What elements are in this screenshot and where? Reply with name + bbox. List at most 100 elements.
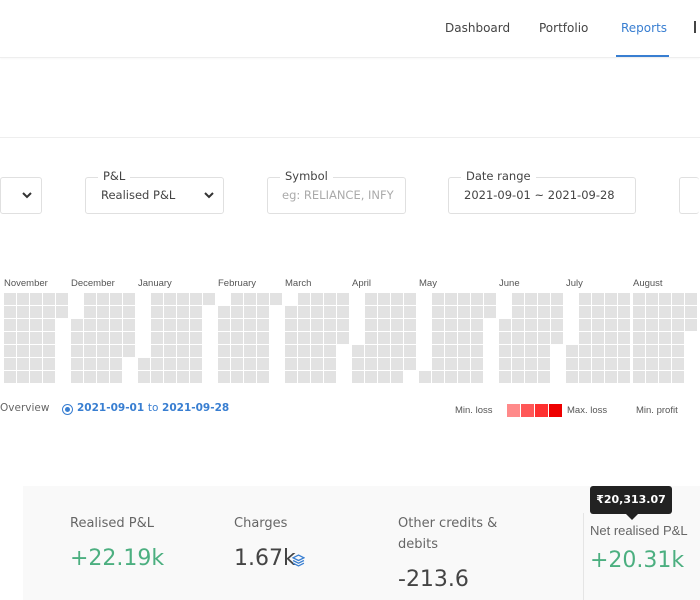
heatmap-day-cell[interactable] [177, 345, 189, 357]
heatmap-day-cell[interactable] [605, 293, 617, 305]
heatmap-day-cell[interactable] [633, 332, 645, 344]
heatmap-day-cell[interactable] [445, 358, 457, 370]
heatmap-day-cell[interactable] [285, 306, 297, 318]
heatmap-day-cell[interactable] [4, 345, 16, 357]
heatmap-day-cell[interactable] [499, 332, 511, 344]
heatmap-day-cell[interactable] [311, 371, 323, 383]
heatmap-day-cell[interactable] [378, 332, 390, 344]
heatmap-day-cell[interactable] [97, 293, 109, 305]
heatmap-day-cell[interactable] [285, 319, 297, 331]
heatmap-day-cell[interactable] [110, 293, 122, 305]
heatmap-day-cell[interactable] [84, 306, 96, 318]
heatmap-day-cell[interactable] [298, 332, 310, 344]
heatmap-day-cell[interactable] [244, 371, 256, 383]
heatmap-day-cell[interactable] [177, 358, 189, 370]
heatmap-day-cell[interactable] [672, 345, 684, 357]
heatmap-day-cell[interactable] [499, 319, 511, 331]
heatmap-day-cell[interactable] [71, 358, 83, 370]
heatmap-day-cell[interactable] [352, 358, 364, 370]
heatmap-day-cell[interactable] [71, 371, 83, 383]
heatmap-day-cell[interactable] [605, 332, 617, 344]
heatmap-day-cell[interactable] [499, 358, 511, 370]
heatmap-day-cell[interactable] [190, 358, 202, 370]
heatmap-day-cell[interactable] [525, 358, 537, 370]
heatmap-day-cell[interactable] [311, 332, 323, 344]
heatmap-day-cell[interactable] [404, 358, 416, 370]
heatmap-day-cell[interactable] [445, 293, 457, 305]
heatmap-day-cell[interactable] [551, 306, 563, 318]
heatmap-day-cell[interactable] [579, 306, 591, 318]
heatmap-day-cell[interactable] [190, 319, 202, 331]
heatmap-day-cell[interactable] [605, 358, 617, 370]
heatmap-day-cell[interactable] [471, 371, 483, 383]
heatmap-day-cell[interactable] [618, 371, 630, 383]
heatmap-day-cell[interactable] [151, 319, 163, 331]
heatmap-day-cell[interactable] [499, 345, 511, 357]
heatmap-day-cell[interactable] [17, 345, 29, 357]
heatmap-day-cell[interactable] [231, 293, 243, 305]
heatmap-day-cell[interactable] [458, 306, 470, 318]
heatmap-day-cell[interactable] [30, 345, 42, 357]
heatmap-day-cell[interactable] [419, 371, 431, 383]
heatmap-day-cell[interactable] [30, 306, 42, 318]
heatmap-day-cell[interactable] [512, 371, 524, 383]
heatmap-day-cell[interactable] [324, 306, 336, 318]
heatmap-day-cell[interactable] [365, 306, 377, 318]
heatmap-day-cell[interactable] [231, 358, 243, 370]
heatmap-day-cell[interactable] [512, 332, 524, 344]
nav-reports[interactable]: Reports [621, 21, 668, 35]
heatmap-day-cell[interactable] [618, 319, 630, 331]
heatmap-day-cell[interactable] [458, 332, 470, 344]
heatmap-day-cell[interactable] [298, 319, 310, 331]
heatmap-day-cell[interactable] [365, 345, 377, 357]
heatmap-day-cell[interactable] [84, 345, 96, 357]
heatmap-day-cell[interactable] [592, 306, 604, 318]
heatmap-day-cell[interactable] [445, 306, 457, 318]
heatmap-day-cell[interactable] [244, 332, 256, 344]
heatmap-day-cell[interactable] [618, 306, 630, 318]
heatmap-day-cell[interactable] [432, 332, 444, 344]
heatmap-day-cell[interactable] [672, 306, 684, 318]
heatmap-day-cell[interactable] [646, 332, 658, 344]
heatmap-day-cell[interactable] [190, 371, 202, 383]
heatmap-day-cell[interactable] [298, 306, 310, 318]
heatmap-day-cell[interactable] [551, 319, 563, 331]
heatmap-day-cell[interactable] [592, 371, 604, 383]
heatmap-day-cell[interactable] [110, 345, 122, 357]
heatmap-day-cell[interactable] [471, 345, 483, 357]
nav-clipped-item[interactable] [694, 21, 698, 33]
heatmap-day-cell[interactable] [646, 293, 658, 305]
heatmap-day-cell[interactable] [646, 306, 658, 318]
heatmap-day-cell[interactable] [84, 371, 96, 383]
heatmap-day-cell[interactable] [592, 293, 604, 305]
heatmap-day-cell[interactable] [566, 371, 578, 383]
heatmap-day-cell[interactable] [257, 358, 269, 370]
heatmap-day-cell[interactable] [56, 306, 68, 318]
heatmap-day-cell[interactable] [592, 319, 604, 331]
heatmap-day-cell[interactable] [298, 371, 310, 383]
heatmap-day-cell[interactable] [471, 319, 483, 331]
heatmap-day-cell[interactable] [685, 293, 697, 305]
heatmap-day-cell[interactable] [458, 345, 470, 357]
heatmap-day-cell[interactable] [110, 358, 122, 370]
clipped-filter[interactable] [679, 177, 699, 214]
heatmap-day-cell[interactable] [97, 371, 109, 383]
heatmap-day-cell[interactable] [538, 371, 550, 383]
heatmap-day-cell[interactable] [298, 345, 310, 357]
heatmap-day-cell[interactable] [579, 358, 591, 370]
heatmap-day-cell[interactable] [484, 306, 496, 318]
heatmap-day-cell[interactable] [123, 306, 135, 318]
heatmap-day-cell[interactable] [445, 371, 457, 383]
heatmap-day-cell[interactable] [231, 371, 243, 383]
heatmap-day-cell[interactable] [244, 306, 256, 318]
heatmap-day-cell[interactable] [164, 332, 176, 344]
segment-select[interactable] [0, 177, 42, 214]
heatmap-day-cell[interactable] [4, 332, 16, 344]
heatmap-day-cell[interactable] [618, 293, 630, 305]
nav-dashboard[interactable]: Dashboard [445, 21, 511, 35]
heatmap-day-cell[interactable] [337, 293, 349, 305]
heatmap-day-cell[interactable] [190, 293, 202, 305]
heatmap-day-cell[interactable] [646, 319, 658, 331]
heatmap-day-cell[interactable] [17, 306, 29, 318]
heatmap-day-cell[interactable] [17, 293, 29, 305]
